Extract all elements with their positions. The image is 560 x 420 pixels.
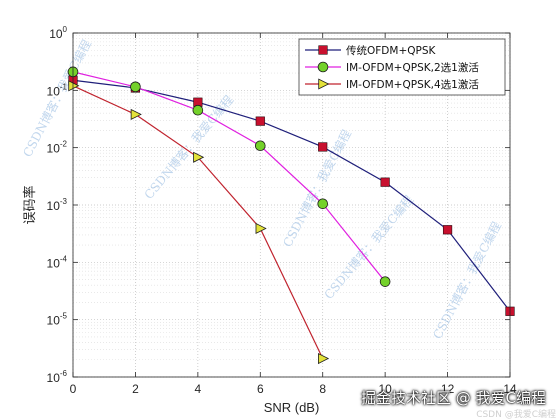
series-2-point [130, 81, 141, 93]
y-axis-label: 误码率 [22, 185, 38, 224]
series-3-point [193, 151, 205, 163]
series-3-point [130, 108, 142, 120]
legend: 传统OFDM+QPSK IM-OFDM+QPSK,2选1激活 IM-OFDM+QPS… [298, 38, 506, 96]
series-2-point [317, 198, 329, 210]
y-tick-label: 10-6 [47, 369, 68, 385]
series-layer [67, 66, 515, 365]
x-axis-label: SNR (dB) [264, 400, 320, 415]
series-1-point [318, 142, 328, 152]
brand-sub-watermark: CSDN @我爱C编程 [476, 410, 556, 420]
x-tick-label: 12 [441, 382, 455, 396]
series-3-point [68, 80, 80, 92]
series-1-point [380, 177, 390, 187]
series-1-point [442, 225, 453, 235]
y-tick-label: 10-3 [47, 197, 68, 213]
series-2 [67, 66, 391, 287]
x-tick-label: 14 [503, 382, 517, 396]
x-tick-label: 8 [319, 382, 326, 396]
legend-marker-2 [317, 61, 329, 73]
y-tick-label: 10-2 [47, 140, 68, 156]
series-2-point [192, 104, 204, 116]
series-2-point [254, 140, 266, 152]
y-tick-label: 100 [49, 25, 67, 41]
y-tick-label: 10-5 [47, 312, 68, 328]
x-tick-label: 2 [132, 382, 139, 396]
brand-watermark: 掘金技术社区 @ 我爱C编程 [360, 389, 546, 407]
x-tick-label: 4 [195, 382, 202, 396]
series-3-point [318, 352, 330, 365]
x-tick-label: 10 [378, 382, 392, 396]
series-3-point [255, 222, 267, 234]
legend-label-2: IM-OFDM+QPSK,2选1激活 [346, 61, 479, 74]
y-tick-label: 10-1 [47, 82, 68, 98]
legend-marker-3 [318, 78, 330, 90]
x-axis: 0 2 4 6 8 10 12 14 [70, 33, 517, 396]
legend-label-1: 传统OFDM+QPSK [346, 44, 437, 57]
series-1-point [255, 116, 265, 126]
y-tick-label: 10-4 [47, 254, 68, 270]
x-tick-label: 0 [70, 382, 77, 396]
series-2-point [379, 276, 391, 287]
series-2-line [72, 71, 386, 283]
legend-label-3: IM-OFDM+QPSK,4选1激活 [346, 78, 479, 91]
legend-marker-1 [318, 45, 328, 55]
series-3 [68, 80, 330, 365]
x-tick-label: 6 [257, 382, 264, 396]
y-axis: 100 10-1 10-2 10-3 10-4 10-5 10-6 [47, 25, 510, 385]
